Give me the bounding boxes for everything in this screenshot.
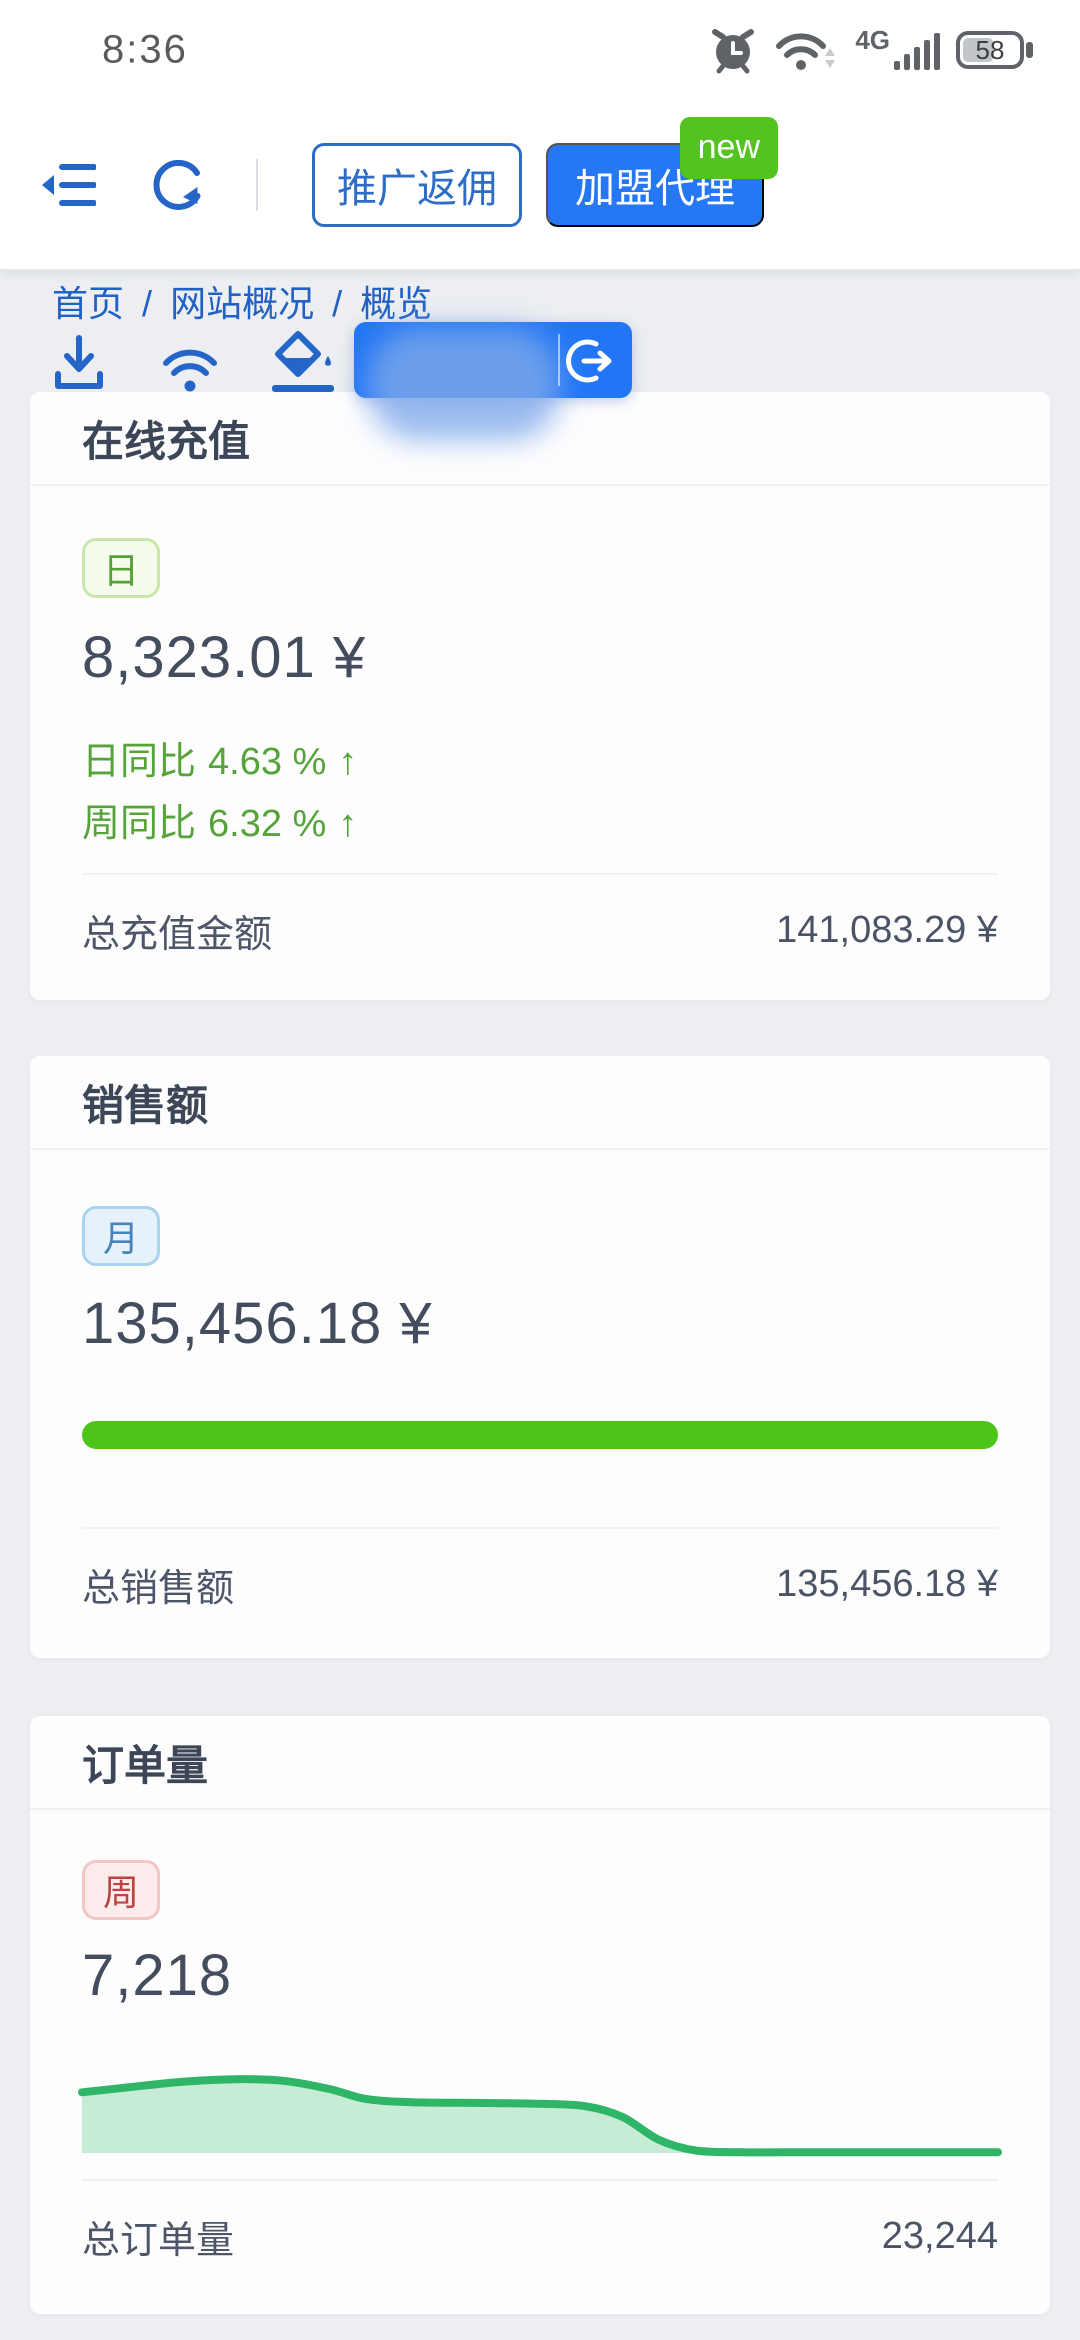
period-tag-month[interactable]: 月 <box>82 1206 160 1266</box>
page-content: 首页 / 网站概况 / 概览 <box>0 270 1080 2340</box>
sales-card: 销售额 月 135,456.18 ¥ 总销售额 135,456.18 ¥ <box>30 1056 1050 1658</box>
orders-card: 订单量 周 7,218 总订单量 23,244 <box>30 1716 1050 2314</box>
network-activity-arrows <box>825 48 836 68</box>
orders-footer: 总订单量 23,244 <box>82 2209 998 2314</box>
recharge-card: 在线充值 日 8,323.01 ¥ 日同比 4.63 % ↑ 周同比 6.32 % ↑ … <box>30 392 1050 1000</box>
wifi-status-icon <box>776 33 836 70</box>
breadcrumb-separator: / <box>332 283 343 324</box>
reload-icon[interactable] <box>152 157 208 213</box>
metric-day-yoy: 日同比 4.63 % ↑ <box>82 741 358 783</box>
user-pill[interactable] <box>354 322 632 440</box>
metric-week-yoy: 周同比 6.32 % ↑ <box>82 803 358 845</box>
paint-fill-icon[interactable] <box>272 330 334 392</box>
signal-bars-icon <box>894 33 940 70</box>
card-title: 在线充值 <box>82 417 251 465</box>
breadcrumb: 首页 / 网站概况 / 概览 <box>52 284 1080 324</box>
battery-indicator: 58 <box>956 31 1033 69</box>
orders-trend-line <box>78 2075 1002 2157</box>
franchise-agent-button[interactable]: 加盟代理 new <box>546 116 778 227</box>
card-title: 订单量 <box>82 1741 209 1789</box>
paint-color-bar <box>272 385 334 392</box>
new-badge: new <box>679 116 778 179</box>
sales-progress-bar <box>82 1421 998 1449</box>
footer-value: 141,083.29 ¥ <box>776 909 998 951</box>
orders-trend-chart-wrap <box>78 2063 1002 2159</box>
footer-label: 总销售额 <box>82 1568 235 1610</box>
footer-label: 总充值金额 <box>82 914 273 956</box>
promo-commission-button[interactable]: 推广返佣 <box>312 142 522 227</box>
battery-fill <box>963 38 994 62</box>
status-icons: 4G 58 <box>707 24 1034 76</box>
sales-progress-track <box>82 1421 998 1449</box>
quick-actions <box>50 328 1080 392</box>
recharge-metrics: 日同比 4.63 % ↑ 周同比 6.32 % ↑ <box>82 731 998 855</box>
menu-fold-icon[interactable] <box>40 160 96 210</box>
network-type-label: 4G <box>855 25 890 55</box>
breadcrumb-separator: / <box>142 283 153 324</box>
period-tag-day[interactable]: 日 <box>82 538 160 598</box>
redacted-username-blob <box>368 328 560 440</box>
recharge-card-header: 在线充值 <box>30 392 1050 486</box>
wifi-icon[interactable] <box>160 340 220 392</box>
footer-value: 23,244 <box>881 2215 998 2257</box>
footer-label: 总订单量 <box>82 2220 235 2262</box>
alarm-icon <box>712 29 755 74</box>
orders-trend-area <box>82 2079 998 2153</box>
download-icon[interactable] <box>50 334 108 392</box>
orders-card-header: 订单量 <box>30 1716 1050 1810</box>
recharge-footer: 总充值金额 141,083.29 ¥ <box>82 903 998 1000</box>
period-tag-week[interactable]: 周 <box>82 1860 160 1920</box>
sales-footer: 总销售额 135,456.18 ¥ <box>82 1557 998 1658</box>
pill-divider <box>558 334 560 386</box>
sales-card-header: 销售额 <box>30 1056 1050 1150</box>
orders-value: 7,218 <box>82 1943 233 2008</box>
network-indicator: 4G <box>855 25 940 71</box>
time-display: 8:36 <box>102 27 188 72</box>
battery-level: 58 <box>976 35 1005 65</box>
up-arrow-icon: ↑ <box>338 803 358 845</box>
card-divider <box>82 1527 998 1529</box>
footer-value: 135,456.18 ¥ <box>776 1563 998 1605</box>
toolbar: 推广返佣 加盟代理 new <box>0 100 1080 270</box>
recharge-value: 8,323.01 ¥ <box>82 625 367 690</box>
breadcrumb-item-home[interactable]: 首页 <box>52 283 125 324</box>
card-divider <box>82 873 998 875</box>
sales-value: 135,456.18 ¥ <box>82 1291 433 1356</box>
status-bar: 8:36 4G <box>0 0 1080 100</box>
card-divider <box>82 2179 998 2181</box>
logout-icon[interactable] <box>564 335 616 387</box>
breadcrumb-item-site-overview[interactable]: 网站概况 <box>170 283 315 324</box>
orders-trend-chart <box>78 2075 1002 2157</box>
card-title: 销售额 <box>82 1081 209 1129</box>
breadcrumb-item-overview: 概览 <box>360 283 433 324</box>
up-arrow-icon: ↑ <box>338 741 358 783</box>
toolbar-divider <box>256 158 258 211</box>
